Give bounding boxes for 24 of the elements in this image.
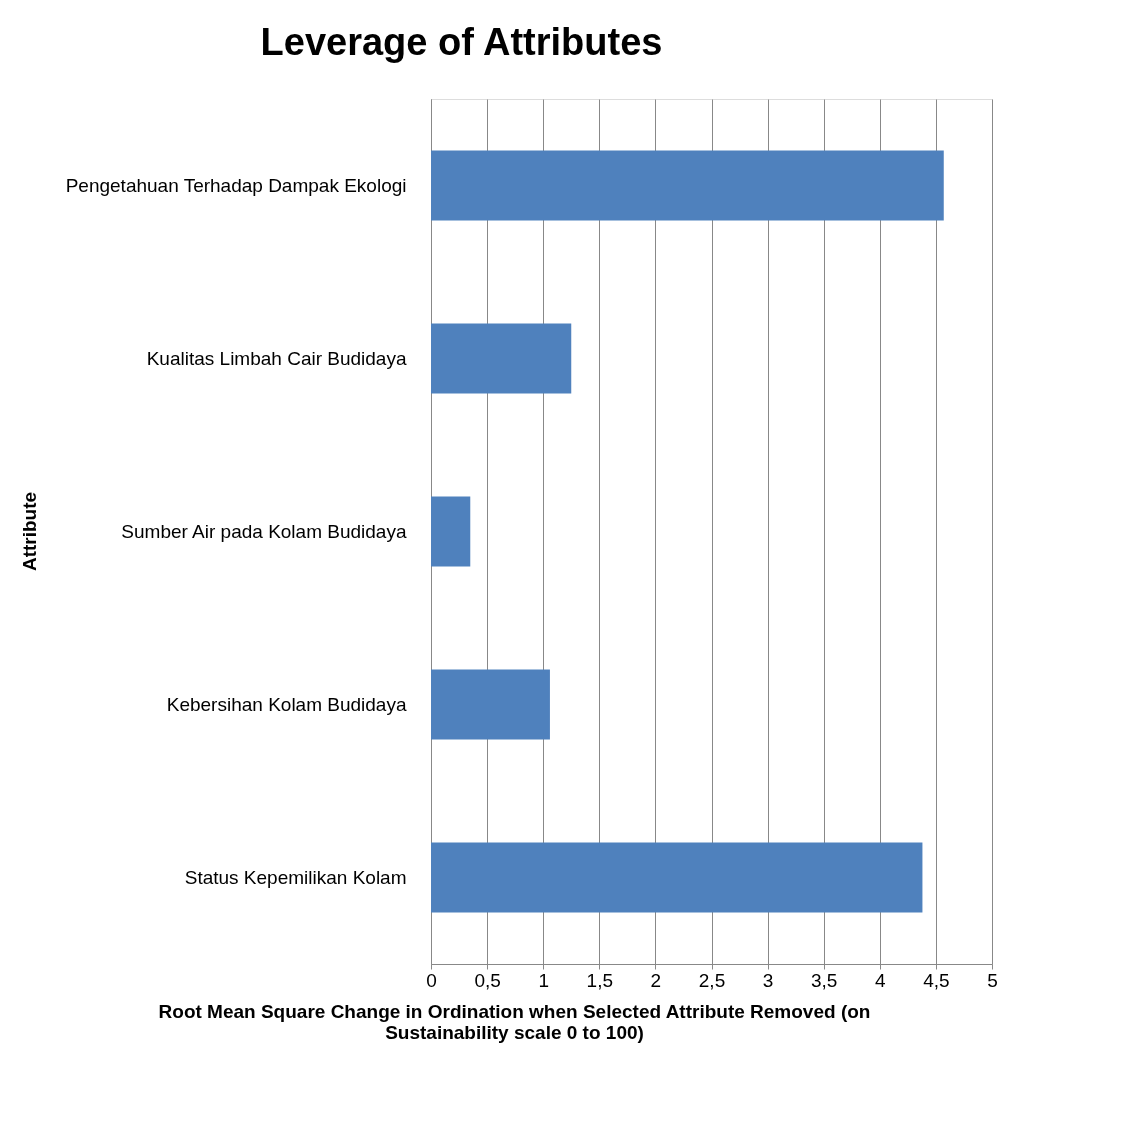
x-tick-label: 1,5 [586, 969, 614, 991]
bar [431, 669, 550, 740]
y-axis-title: Attribute [18, 491, 40, 572]
y-tick-label: Pengetahuan Terhadap Dampak Ekologi [65, 174, 407, 196]
x-tick-label: 1 [538, 969, 549, 991]
x-tick-label: 0,5 [474, 969, 501, 991]
x-tick-label: 3,5 [810, 969, 838, 991]
x-tick-label: 5 [987, 969, 998, 991]
x-tick-label: 2 [650, 969, 662, 991]
bar [431, 150, 944, 221]
x-tick-label: 4 [875, 969, 887, 991]
x-tick-label: 3 [762, 969, 774, 991]
y-tick-label: Kualitas Limbah Cair Budidaya [146, 347, 407, 369]
chart-title: Leverage of Attributes [260, 21, 663, 63]
y-tick-label: Kebersihan Kolam Budidaya [166, 693, 407, 715]
x-tick-label: 2,5 [698, 969, 726, 991]
bar [431, 323, 572, 394]
bar [431, 496, 471, 567]
x-tick-label: 0 [426, 969, 437, 991]
y-tick-label: Sumber Air pada Kolam Budidaya [121, 520, 407, 542]
x-axis-title: Root Mean Square Change in Ordination when Selected Attribute Removed (on Sustainability scale 0 to 100) [158, 1000, 871, 1043]
bar [431, 842, 923, 913]
y-tick-label: Status Kepemilikan Kolam [184, 866, 407, 888]
x-tick-label: 4,5 [923, 969, 950, 991]
